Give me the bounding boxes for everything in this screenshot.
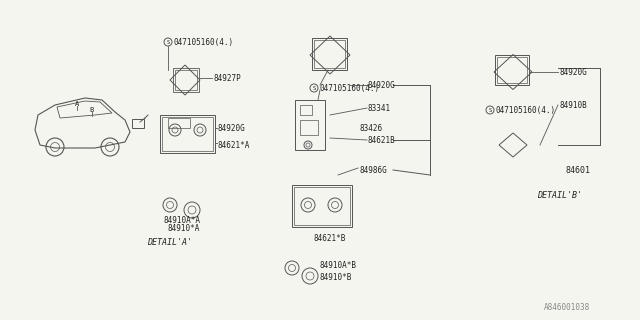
Text: 84910A*A: 84910A*A: [163, 215, 200, 225]
Text: 84910*A: 84910*A: [168, 223, 200, 233]
Bar: [314, 40, 345, 68]
Bar: [160, 115, 215, 153]
Bar: [300, 120, 318, 135]
Bar: [175, 70, 197, 90]
Bar: [295, 100, 325, 150]
Text: S: S: [312, 85, 316, 91]
Text: 83341: 83341: [368, 103, 391, 113]
Bar: [312, 38, 347, 70]
Text: S: S: [488, 108, 492, 113]
Bar: [173, 68, 199, 92]
Text: DETAIL'A': DETAIL'A': [147, 237, 193, 246]
Bar: [300, 105, 312, 115]
Text: 047105160(4.): 047105160(4.): [496, 106, 556, 115]
Text: 84920G: 84920G: [560, 68, 588, 76]
Text: A846001038: A846001038: [544, 303, 590, 313]
Bar: [168, 118, 190, 128]
Text: 84910*B: 84910*B: [320, 274, 353, 283]
Bar: [162, 117, 213, 151]
Text: 84920G: 84920G: [218, 124, 246, 132]
Text: 84621B: 84621B: [368, 135, 396, 145]
Bar: [294, 187, 350, 225]
Text: 84910B: 84910B: [560, 100, 588, 109]
Text: 84920G: 84920G: [368, 81, 396, 90]
Text: 047105160(4.): 047105160(4.): [174, 37, 234, 46]
Bar: [497, 57, 527, 83]
Text: 84927P: 84927P: [213, 74, 241, 83]
Text: 84621*B: 84621*B: [314, 234, 346, 243]
Text: 84601: 84601: [566, 165, 591, 174]
Bar: [495, 55, 529, 85]
Text: 84910A*B: 84910A*B: [320, 260, 357, 269]
Text: 84621*A: 84621*A: [218, 140, 250, 149]
Text: S: S: [166, 39, 170, 44]
Bar: [132, 119, 144, 128]
Text: DETAIL'B': DETAIL'B': [538, 190, 582, 199]
Bar: [292, 185, 352, 227]
Text: B: B: [90, 107, 94, 113]
Text: A: A: [75, 101, 79, 107]
Text: 84986G: 84986G: [360, 165, 388, 174]
Text: 047105160(4.): 047105160(4.): [320, 84, 380, 92]
Text: 83426: 83426: [360, 124, 383, 132]
